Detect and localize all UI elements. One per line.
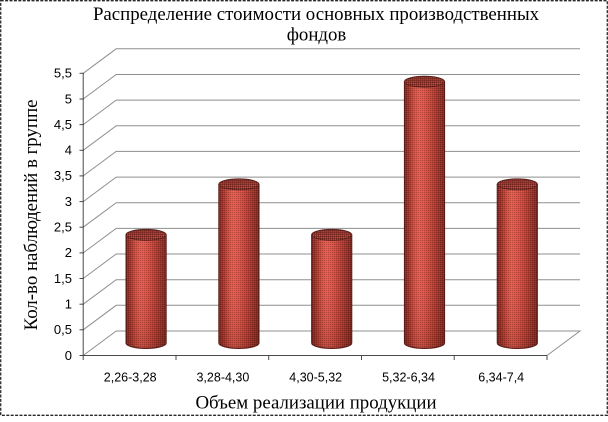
svg-text:3: 3 bbox=[65, 194, 72, 209]
svg-text:5,32-6,34: 5,32-6,34 bbox=[382, 370, 435, 384]
svg-text:фондов: фондов bbox=[287, 25, 347, 46]
svg-text:5,5: 5,5 bbox=[54, 66, 72, 81]
svg-text:2,5: 2,5 bbox=[54, 220, 72, 235]
svg-text:0,5: 0,5 bbox=[54, 322, 72, 337]
svg-text:4,5: 4,5 bbox=[54, 117, 72, 132]
svg-text:5: 5 bbox=[65, 91, 72, 106]
svg-text:Распределение стоимости основн: Распределение стоимости основных произво… bbox=[93, 4, 540, 25]
svg-text:0: 0 bbox=[65, 348, 72, 363]
svg-text:3,28-4,30: 3,28-4,30 bbox=[196, 370, 249, 384]
svg-text:2: 2 bbox=[65, 245, 72, 260]
svg-text:4: 4 bbox=[65, 143, 72, 158]
svg-text:Кол-во наблюдений в группе: Кол-во наблюдений в группе bbox=[21, 100, 42, 331]
svg-text:4,30-5,32: 4,30-5,32 bbox=[289, 370, 342, 384]
svg-text:3,5: 3,5 bbox=[54, 168, 72, 183]
svg-text:1,5: 1,5 bbox=[54, 271, 72, 286]
svg-text:6,34-7,4: 6,34-7,4 bbox=[478, 370, 524, 384]
svg-text:2,26-3,28: 2,26-3,28 bbox=[104, 370, 157, 384]
svg-text:Объем реализации продукции: Объем реализации продукции bbox=[195, 392, 436, 413]
svg-text:1: 1 bbox=[65, 297, 72, 312]
